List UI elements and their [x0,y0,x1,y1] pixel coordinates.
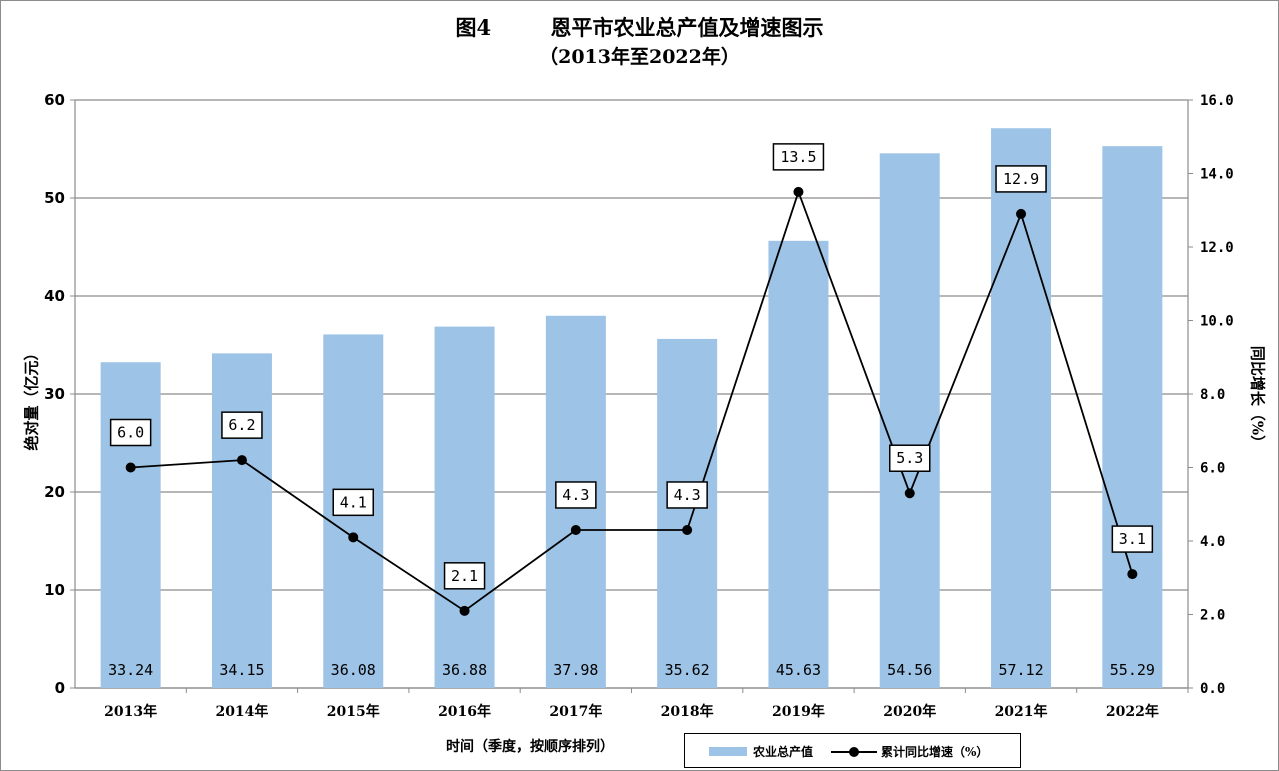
y-right-tick-label: 0.0 [1200,681,1225,697]
x-tick-label: 2022年 [1106,703,1159,720]
growth-label-box [995,165,1047,193]
growth-value-label: 6.0 [117,424,144,442]
y-left-tick-label: 30 [44,385,65,403]
bar [211,353,272,688]
y-right-axis-label: 同比增长（%） [1248,345,1267,451]
bar [768,240,829,689]
bar [657,338,718,688]
bar-value-label: 33.24 [108,661,153,679]
bar-value-label: 37.98 [553,661,598,679]
growth-point [1016,208,1027,219]
growth-label-box [889,444,931,472]
growth-value-label: 6.2 [228,416,255,434]
x-axis-label: 时间（季度，按顺序排列） [446,739,614,755]
bar [434,326,495,688]
y-left-tick-label: 20 [44,483,65,501]
y-right-tick-label: 6.0 [1200,461,1225,477]
bar-value-label: 55.29 [1110,661,1155,679]
bar-value-label: 57.12 [998,661,1043,679]
legend-line-label: 累计同比增速（%） [881,745,989,759]
growth-point [125,462,136,473]
legend-bar-label: 农业总产值 [753,745,814,759]
growth-point [348,532,359,543]
x-tick-label: 2021年 [995,703,1048,720]
legend-item-bar: 农业总产值 [709,743,813,760]
growth-value-label: 13.5 [780,148,816,166]
growth-value-label: 5.3 [896,449,923,467]
legend-item-line: 累计同比增速（%） [831,743,988,760]
growth-value-label: 4.3 [674,486,701,504]
legend-bar-swatch [709,747,747,756]
bar-value-label: 34.15 [219,661,264,679]
x-tick-label: 2018年 [661,703,714,720]
growth-point [904,488,915,499]
growth-label-box [109,418,152,447]
x-tick-label: 2015年 [327,703,380,720]
bar-value-label: 45.63 [776,661,821,679]
bar-value-label: 36.88 [442,661,487,679]
bar [100,362,161,688]
chart-subtitle: （2013年至2022年） [539,46,740,68]
y-left-tick-label: 60 [44,91,65,109]
y-left-tick-label: 40 [44,287,65,305]
y-left-tick-label: 10 [44,581,65,599]
bar-value-label: 54.56 [887,661,932,679]
legend-line-marker [831,746,877,758]
growth-point [236,455,247,466]
growth-value-label: 4.1 [340,493,367,511]
bar [991,128,1052,688]
growth-point [459,605,470,616]
figure-number: 图4 [455,15,492,40]
growth-point [682,524,693,535]
growth-label-box [772,143,825,171]
growth-value-label: 2.1 [451,567,478,585]
growth-point [1127,569,1138,580]
growth-label-box [221,411,263,439]
y-left-tick-label: 0 [55,679,65,697]
chart-title: 图4 恩平市农业总产值及增速图示 [0,12,1279,42]
bar-value-label: 35.62 [665,661,710,679]
bar [1102,146,1163,688]
x-tick-label: 2019年 [772,703,825,720]
x-tick-label: 2013年 [104,703,157,720]
growth-value-label: 12.9 [1003,170,1039,188]
growth-label-box [332,488,374,517]
bar [879,153,940,688]
x-tick-label: 2017年 [549,703,602,720]
growth-label-box [555,481,597,509]
y-right-tick-label: 2.0 [1200,608,1225,624]
growth-value-label: 4.3 [562,486,589,504]
legend: 农业总产值 累计同比增速（%） [684,733,1021,768]
title-text: 恩平市农业总产值及增速图示 [550,15,824,40]
y-left-axis-label: 绝对量（亿元） [22,345,41,451]
y-right-tick-label: 14.0 [1200,167,1234,183]
growth-line [130,189,1134,612]
growth-value-label: 3.1 [1119,530,1146,548]
growth-point [570,524,581,535]
y-right-tick-label: 10.0 [1200,314,1234,330]
growth-label-box [666,481,708,509]
y-right-tick-label: 12.0 [1200,240,1234,256]
x-tick-label: 2014年 [215,703,268,720]
y-right-tick-label: 4.0 [1200,534,1225,550]
y-left-tick-label: 50 [44,189,65,207]
growth-label-box [443,562,486,590]
y-right-tick-label: 16.0 [1200,93,1234,109]
x-tick-label: 2020年 [883,703,936,720]
growth-label-box [1111,525,1154,553]
x-tick-label: 2016年 [438,703,491,720]
growth-point [793,186,804,197]
y-right-tick-label: 8.0 [1200,387,1225,403]
bar-value-label: 36.08 [331,661,376,679]
